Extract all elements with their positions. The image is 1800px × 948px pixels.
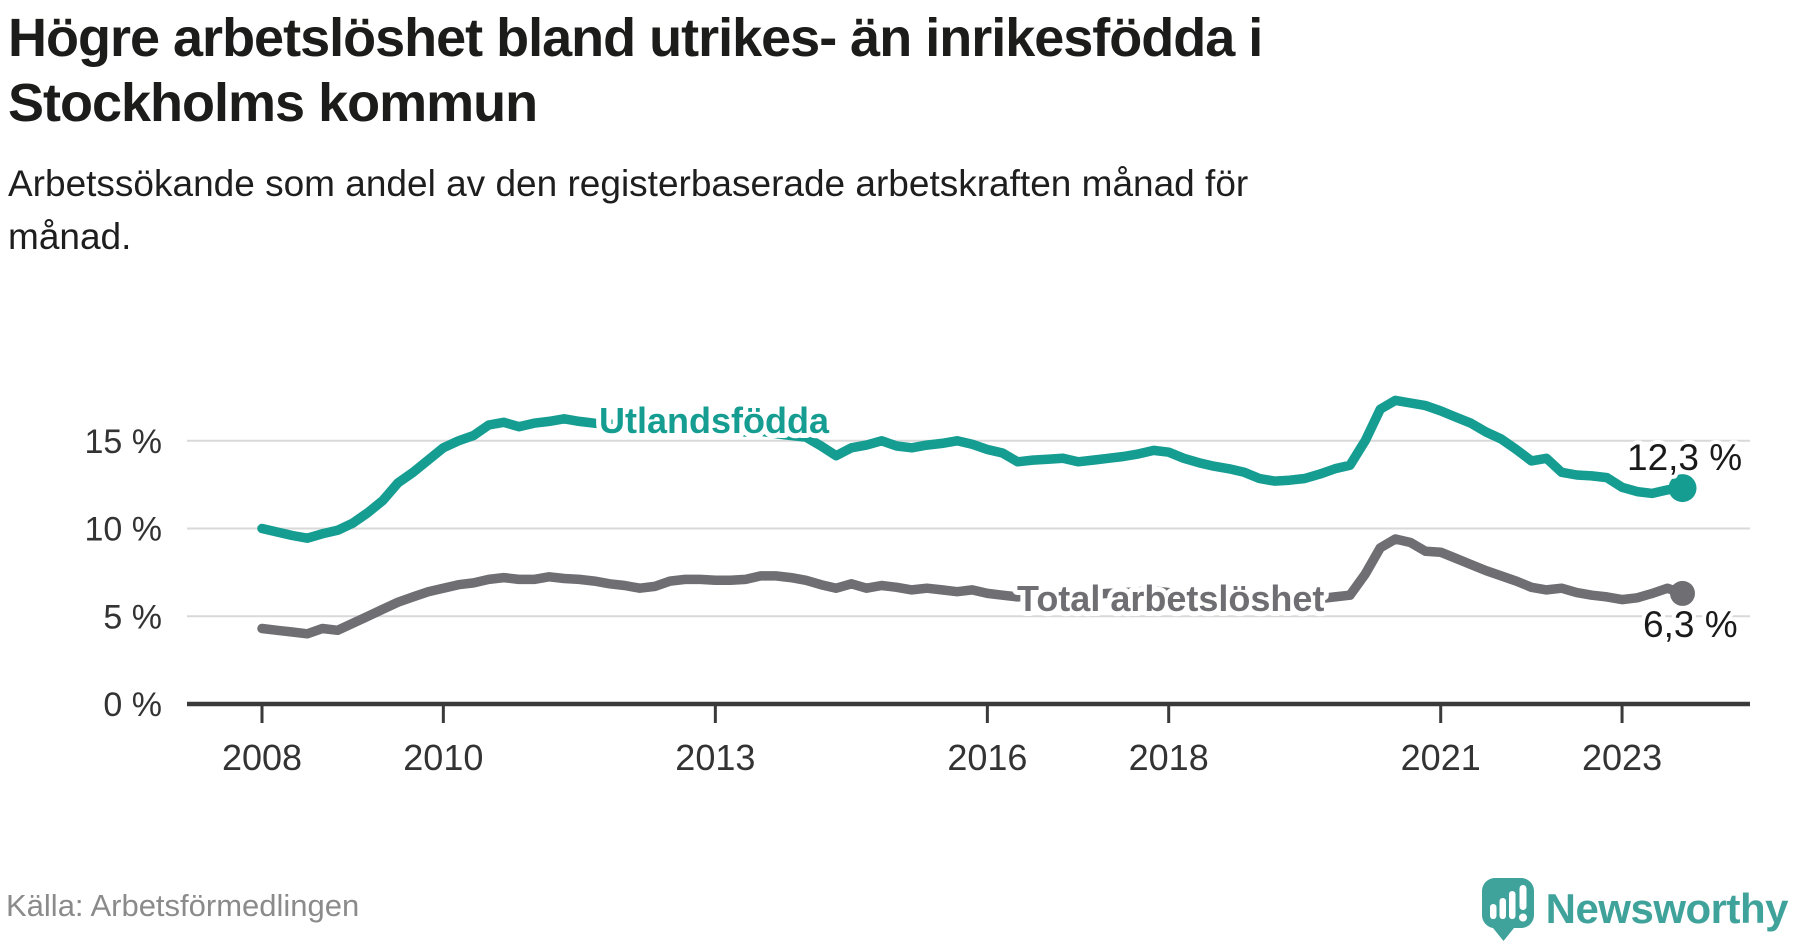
- series-label-total: Total arbetslöshet: [1017, 578, 1324, 619]
- source-note: Källa: Arbetsförmedlingen: [6, 888, 360, 923]
- chart-title: Högre arbetslöshet bland utrikes- än inr…: [8, 8, 1263, 133]
- series-label-utlandsfodda: Utlandsfödda: [599, 400, 830, 441]
- series-endpoint-total: [1670, 580, 1695, 606]
- chart-subtitle: Arbetssökande som andel av den registerb…: [8, 163, 1249, 257]
- y-tick-label-5: 5 %: [103, 598, 162, 636]
- newsworthy-logo-icon: [1481, 878, 1534, 941]
- x-tick-label-2016: 2016: [947, 737, 1027, 778]
- x-tick-label-2008: 2008: [222, 737, 302, 778]
- x-tick-label-2018: 2018: [1129, 737, 1209, 778]
- x-tick-label-2013: 2013: [675, 737, 755, 778]
- x-tick-label-2010: 2010: [403, 737, 483, 778]
- newsworthy-logo-text: Newsworthy: [1545, 885, 1789, 932]
- newsworthy-logo: Newsworthy: [1480, 876, 1789, 942]
- series-line-total: [257, 534, 1688, 639]
- y-tick-label-15: 15 %: [85, 423, 163, 461]
- x-tick-label-2023: 2023: [1582, 737, 1662, 778]
- y-tick-label-0: 0 %: [103, 686, 162, 724]
- series-endpoint-utlandsfodda: [1668, 474, 1697, 503]
- y-axis-tick-labels: 15 % 10 % 5 % 0 %: [85, 423, 163, 724]
- x-axis-ticks: [260, 704, 1624, 723]
- value-label-total: 6,3 %: [1643, 604, 1738, 645]
- series-line-utlandsfodda: [257, 395, 1688, 543]
- x-axis-tick-labels: 2008 2010 2013 2016 2018 2021 2023: [222, 737, 1662, 778]
- x-tick-label-2021: 2021: [1401, 737, 1481, 778]
- y-tick-label-10: 10 %: [85, 511, 163, 549]
- value-label-utlandsfodda: 12,3 %: [1627, 437, 1742, 478]
